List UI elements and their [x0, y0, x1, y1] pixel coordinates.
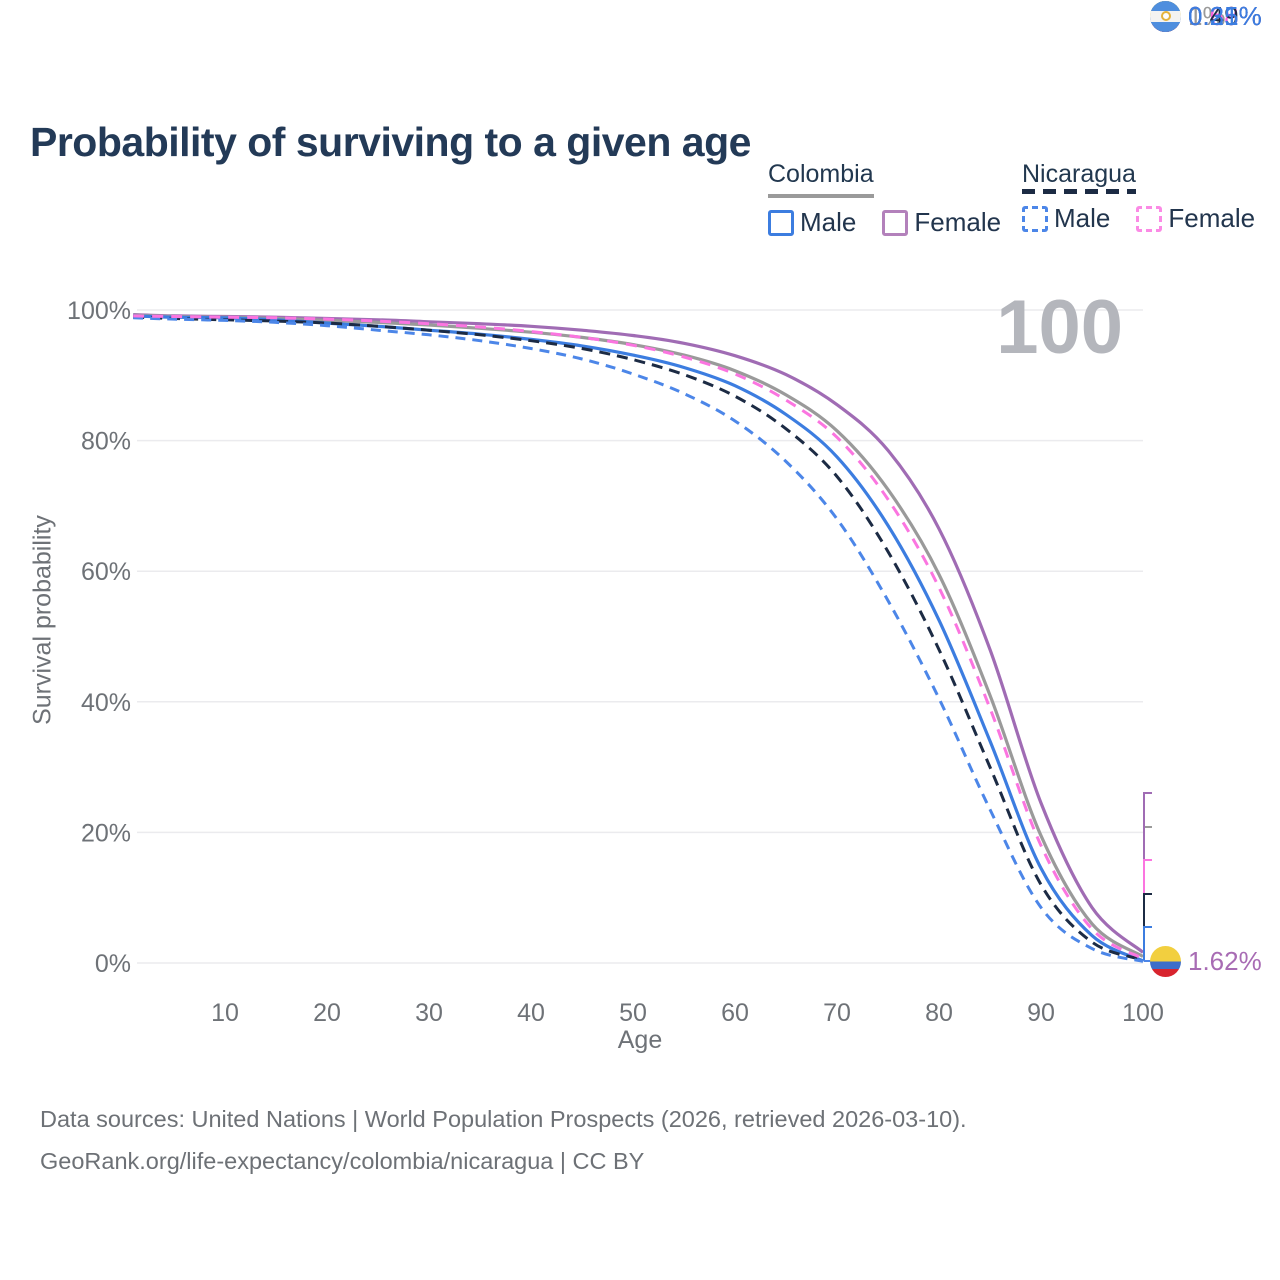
legend-item-nicaragua-female[interactable]: Female	[1136, 203, 1255, 234]
end-label-connector-colombia-male	[1143, 926, 1152, 961]
series-line-colombia-total	[133, 313, 1144, 958]
x-tick-label: 100	[1122, 999, 1164, 1027]
end-label-colombia-female: 1.62%	[1150, 945, 1262, 977]
footer-line-2[interactable]: GeoRank.org/life-expectancy/colombia/nic…	[40, 1148, 645, 1174]
end-label-value: 1%	[1188, 0, 1226, 31]
end-label-connector-colombia-female	[1143, 792, 1152, 953]
series-line-colombia-female	[133, 313, 1145, 954]
legend-group-nicaragua: Nicaragua Male Female	[1022, 160, 1255, 234]
series-line-nicaragua-female	[133, 314, 1144, 960]
colombia-female-swatch-icon	[882, 209, 909, 236]
x-tick-label: 80	[925, 999, 953, 1027]
y-axis-title: Survival probability	[28, 515, 57, 725]
legend-label: Female	[914, 207, 1002, 237]
x-tick-label: 60	[721, 999, 749, 1027]
x-tick-label: 50	[619, 999, 647, 1027]
y-tick-label: 100%	[67, 297, 131, 325]
legend-label: Male	[800, 207, 857, 237]
legend-item-nicaragua-male[interactable]: Male	[1022, 203, 1110, 234]
legend-label: Male	[1054, 203, 1111, 233]
series-line-nicaragua-total	[133, 315, 1144, 962]
nicaragua-female-swatch-icon	[1136, 205, 1163, 232]
legend-item-colombia-male[interactable]: Male	[768, 207, 856, 238]
y-tick-label: 60%	[81, 558, 131, 586]
end-label-connector-nicaragua-female	[1143, 859, 1152, 959]
x-tick-label: 30	[415, 999, 443, 1027]
legend-item-colombia-female[interactable]: Female	[882, 207, 1001, 238]
y-tick-label: 40%	[81, 689, 131, 717]
legend-group-colombia: Colombia Male Female	[768, 160, 1001, 238]
y-tick-label: 80%	[81, 428, 131, 456]
y-tick-label: 20%	[81, 819, 131, 847]
y-tick-label: 0%	[95, 950, 131, 978]
series-line-nicaragua-male	[133, 316, 1144, 963]
x-tick-label: 10	[211, 999, 239, 1027]
x-axis-title: Age	[617, 1026, 663, 1054]
x-tick-label: 40	[517, 999, 545, 1027]
end-label-value: 0.25%	[1188, 0, 1262, 31]
x-tick-label: 20	[313, 999, 341, 1027]
legend-items-nicaragua: Male Female	[1022, 203, 1255, 234]
nicaragua-flag-icon	[1150, 0, 1181, 32]
x-tick-label: 70	[823, 999, 851, 1027]
x-tick-label: 90	[1027, 999, 1055, 1027]
footer-line-1: Data sources: United Nations | World Pop…	[40, 1106, 967, 1132]
end-label-value: 1.62%	[1188, 945, 1262, 976]
end-label-value: 0.68%	[1188, 0, 1262, 31]
age-watermark: 100	[996, 285, 1123, 370]
end-label-connector-colombia-total	[1143, 826, 1152, 957]
legend-country-nicaragua: Nicaragua	[1022, 160, 1136, 194]
series-line-colombia-male	[133, 314, 1144, 963]
end-label-value: 0.31%	[1188, 0, 1262, 31]
end-label-nicaragua-male: 0.25%	[1150, 0, 1262, 32]
data-sources-footer: Data sources: United Nations | World Pop…	[40, 1098, 967, 1182]
legend-label: Female	[1168, 203, 1256, 233]
legend-items-colombia: Male Female	[768, 207, 1001, 238]
legend-country-colombia: Colombia	[768, 160, 874, 198]
colombia-flag-icon	[1150, 945, 1181, 977]
end-label-value: 0.49%	[1188, 0, 1262, 31]
nicaragua-male-swatch-icon	[1022, 205, 1048, 232]
colombia-male-swatch-icon	[768, 209, 794, 236]
page-title: Probability of surviving to a given age	[30, 119, 751, 166]
